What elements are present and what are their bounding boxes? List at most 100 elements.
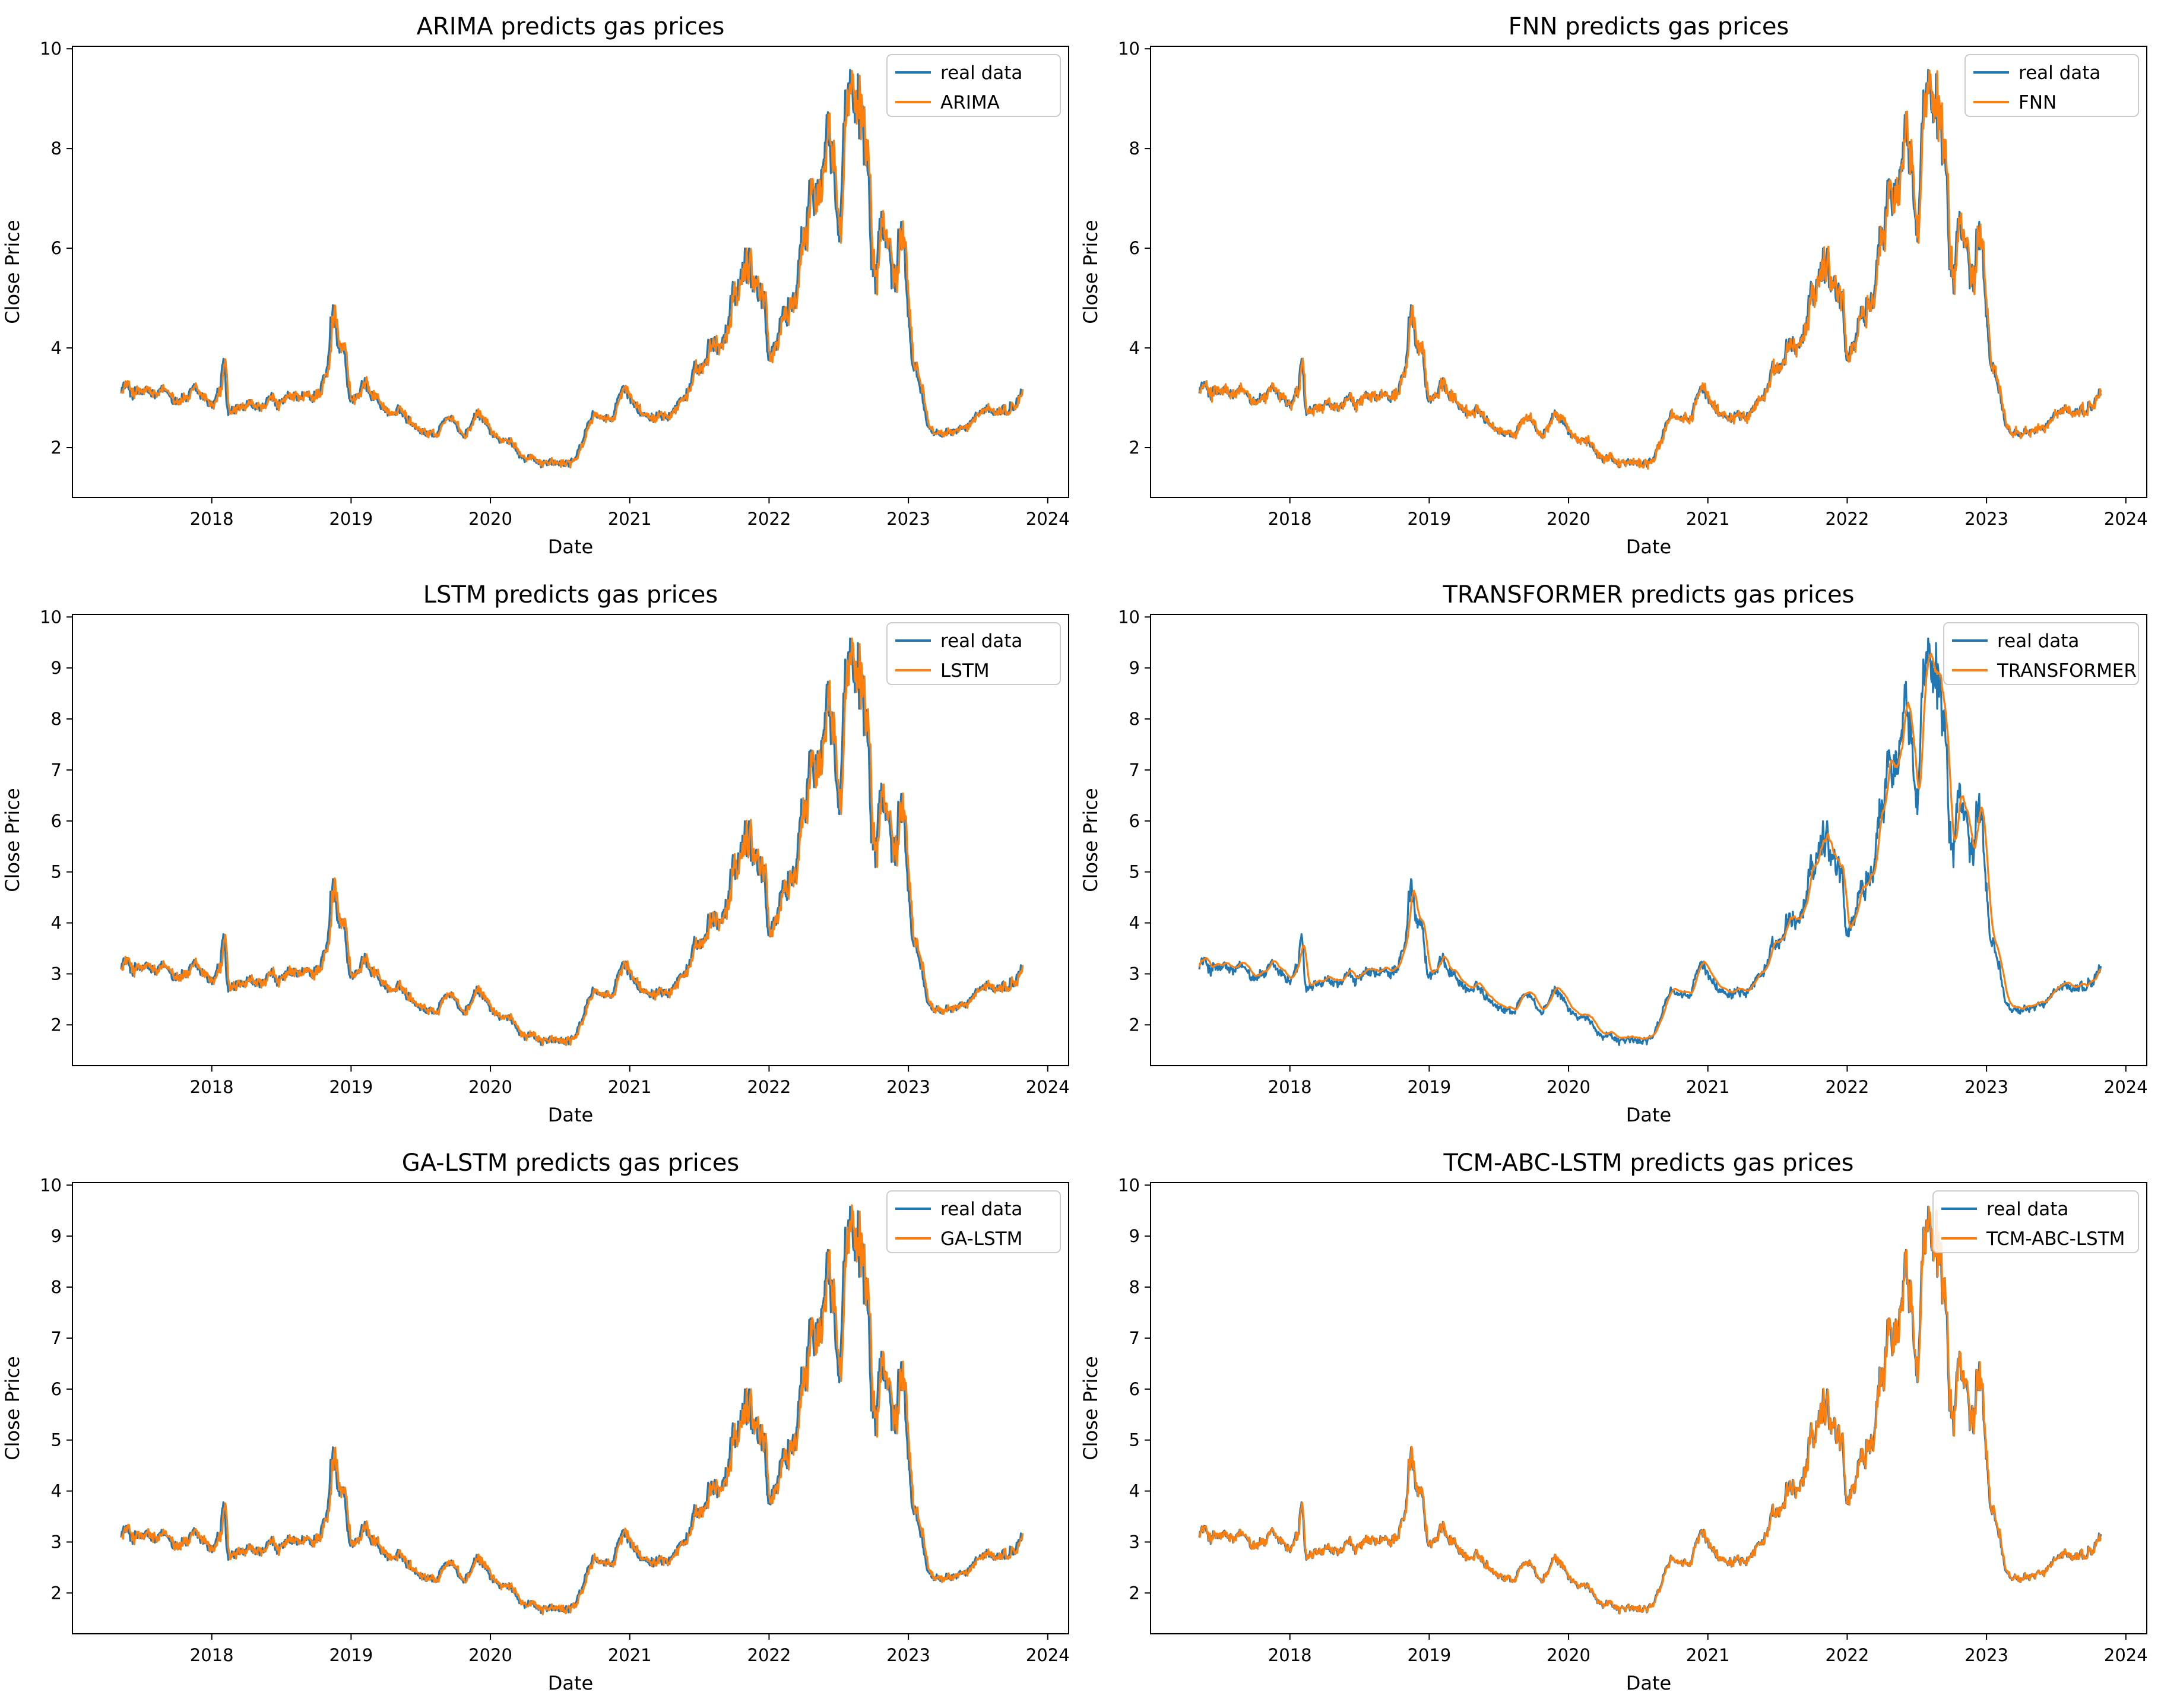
subplot-title: FNN predicts gas prices [1509,13,1789,40]
y-tick-label: 9 [1129,658,1140,678]
y-tick-label: 3 [51,1532,62,1552]
legend-entry: TCM-ABC-LSTM [1986,1228,2125,1250]
x-tick-label: 2019 [1407,1645,1451,1665]
y-tick-label: 8 [1129,1277,1140,1297]
x-tick-label: 2022 [1826,1645,1870,1665]
y-tick-label: 10 [40,607,62,627]
x-tick-label: 2023 [1964,1077,2008,1097]
x-tick-label: 2019 [329,509,373,529]
x-axis-label: Date [1626,535,1671,558]
y-tick-label: 8 [1129,709,1140,729]
y-tick-label: 4 [51,913,62,933]
y-axis-label: Close Price [1079,220,1102,324]
subplot-4: TRANSFORMER predicts gas prices 2018 2019 2… [1079,581,2148,1126]
x-tick-label: 2018 [190,509,234,529]
y-tick-label: 4 [1129,913,1140,933]
subplot-title: TRANSFORMER predicts gas prices [1442,581,1854,609]
x-tick-label: 2020 [468,1077,512,1097]
x-tick-label: 2021 [608,509,652,529]
x-tick-label: 2022 [1826,1077,1870,1097]
legend-entry: real data [2019,62,2100,84]
x-tick-label: 2024 [2104,1645,2148,1665]
x-tick-label: 2022 [747,1077,791,1097]
y-tick-label: 3 [1129,1532,1140,1552]
series-line-prediction [121,637,1024,1047]
y-tick-label: 7 [1129,1328,1140,1348]
subplot-title: ARIMA predicts gas prices [417,13,725,40]
subplot-title: GA-LSTM predicts gas prices [402,1149,739,1177]
subplot-3: LSTM predicts gas prices 2018 2019 2020 2021… [1,581,1070,1126]
legend-entry: TRANSFORMER [1997,660,2137,682]
legend-entry: LSTM [940,660,990,682]
subplot-5: GA-LSTM predicts gas prices 2018 2019 2020 2… [1,1149,1070,1694]
x-axis-label: Date [1626,1672,1671,1694]
y-tick-label: 2 [51,438,62,458]
x-axis-label: Date [548,535,593,558]
x-tick-label: 2022 [747,1645,791,1665]
y-tick-label: 2 [1129,438,1140,458]
axes-frame [1150,46,2147,498]
y-tick-label: 7 [51,760,62,780]
legend-entry: GA-LSTM [940,1228,1022,1250]
x-tick-label: 2018 [190,1645,234,1665]
y-tick-label: 6 [1129,238,1140,258]
x-tick-label: 2021 [608,1077,652,1097]
x-tick-label: 2018 [1268,509,1312,529]
x-tick-label: 2018 [1268,1645,1312,1665]
legend-entry: real data [1986,1199,2068,1220]
y-tick-label: 10 [1118,607,1140,627]
legend-entry: ARIMA [940,92,1000,113]
y-tick-label: 6 [51,1379,62,1399]
legend: real data ARIMA [886,54,1061,117]
y-tick-label: 4 [1129,338,1140,358]
y-tick-label: 7 [51,1328,62,1348]
y-tick-label: 2 [51,1583,62,1603]
x-tick-label: 2019 [1407,1077,1451,1097]
y-tick-label: 6 [51,238,62,258]
y-axis-label: Close Price [1079,788,1102,892]
y-tick-label: 3 [51,964,62,984]
x-axis-label: Date [1626,1104,1671,1126]
y-axis-label: Close Price [1,1356,24,1460]
y-tick-label: 3 [1129,964,1140,984]
x-tick-label: 2023 [886,1077,930,1097]
x-tick-label: 2020 [1547,509,1590,529]
axes-frame [72,46,1069,498]
y-tick-label: 10 [40,1175,62,1195]
x-tick-label: 2023 [1964,509,2008,529]
series-line-prediction [120,69,1024,469]
y-tick-label: 9 [51,1226,62,1246]
y-tick-label: 8 [1129,138,1140,159]
y-tick-label: 2 [51,1015,62,1035]
x-tick-label: 2018 [190,1077,234,1097]
x-tick-label: 2024 [2104,509,2148,529]
y-tick-label: 9 [51,658,62,678]
axes-frame [1150,1182,2147,1634]
y-tick-label: 10 [1118,1175,1140,1195]
y-tick-label: 6 [51,811,62,831]
y-axis-label: Close Price [1079,1356,1102,1460]
y-tick-label: 2 [1129,1583,1140,1603]
legend: real data FNN [1964,54,2139,117]
x-tick-label: 2020 [1547,1077,1590,1097]
y-tick-label: 5 [51,862,62,882]
subplot-2: FNN predicts gas prices 2018 2019 2020 2021 2… [1079,13,2148,558]
subplot-title: LSTM predicts gas prices [423,581,718,609]
y-tick-label: 8 [51,138,62,159]
y-tick-label: 9 [1129,1226,1140,1246]
x-tick-label: 2021 [1686,1077,1730,1097]
x-tick-label: 2024 [1026,1645,1070,1665]
legend-box [1932,1190,2139,1253]
series-line-prediction [1198,69,2102,470]
x-tick-label: 2022 [747,509,791,529]
x-tick-label: 2023 [886,509,930,529]
y-tick-label: 8 [51,1277,62,1297]
legend-entry: real data [940,630,1022,652]
y-tick-label: 4 [51,338,62,358]
x-tick-label: 2024 [1026,1077,1070,1097]
y-tick-label: 5 [51,1430,62,1450]
series-line-prediction [1199,1206,2102,1615]
legend-entry: real data [1997,630,2079,652]
y-tick-label: 10 [1118,39,1140,59]
